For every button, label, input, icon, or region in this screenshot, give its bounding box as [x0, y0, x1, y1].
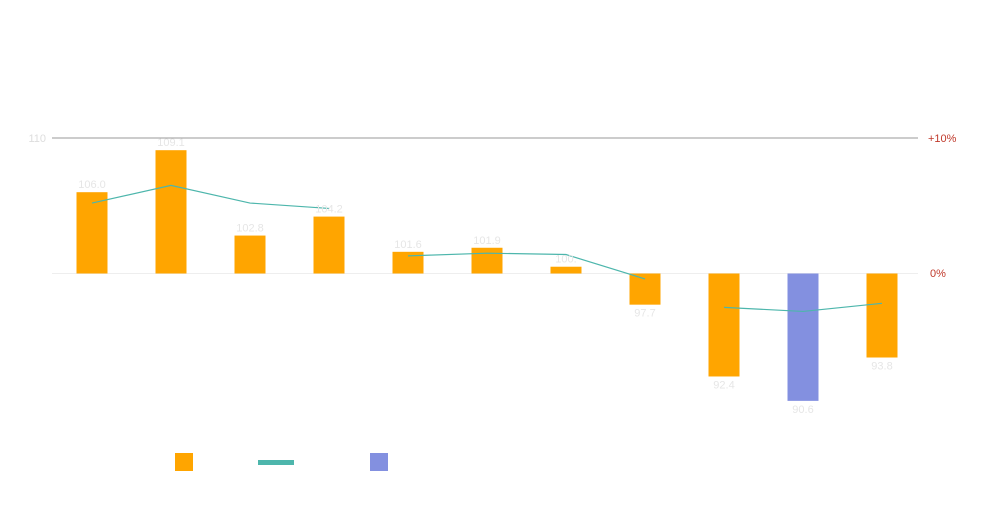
data-label-11: 93.8 [871, 361, 892, 373]
bar-8 [629, 273, 661, 305]
bar-9 [708, 273, 740, 377]
trend-line-segment-2 [407, 252, 646, 280]
data-label-8: 97.7 [634, 308, 655, 320]
bar-5 [392, 251, 424, 274]
data-labels: 106.0 109.1 102.8 104.2 101.6 101.9 100. 97.7 92… [78, 137, 892, 416]
bar-1 [76, 192, 108, 274]
data-label-3: 102.8 [236, 223, 264, 235]
left-axis-tick-110: 110 [28, 133, 46, 145]
bar-10 [787, 273, 819, 401]
trend-line-segment-3 [723, 302, 883, 313]
data-label-7: 100. [555, 254, 576, 266]
right-axis-tick-plus-10: +10% [928, 133, 957, 145]
data-label-4: 104.2 [315, 204, 343, 216]
data-label-5: 101.6 [394, 239, 422, 251]
data-label-10: 90.6 [792, 404, 813, 416]
legend [175, 453, 388, 471]
trend-line-segment-1 [91, 184, 330, 210]
data-label-2: 109.1 [157, 137, 185, 149]
bar-series [76, 150, 898, 401]
bar-2 [155, 150, 187, 274]
line-series [91, 184, 883, 313]
bar-11 [866, 273, 898, 358]
legend-swatch-1 [175, 453, 193, 471]
legend-swatch-2 [258, 460, 294, 465]
data-label-9: 92.4 [713, 379, 734, 391]
bar-6 [471, 247, 503, 274]
bar-4 [313, 216, 345, 274]
data-label-1: 106.0 [78, 179, 106, 191]
data-label-6: 101.9 [473, 235, 501, 247]
bar-7 [550, 266, 582, 274]
legend-swatch-3 [370, 453, 388, 471]
right-axis-tick-zero: 0% [930, 268, 946, 280]
bar-3 [234, 235, 266, 274]
